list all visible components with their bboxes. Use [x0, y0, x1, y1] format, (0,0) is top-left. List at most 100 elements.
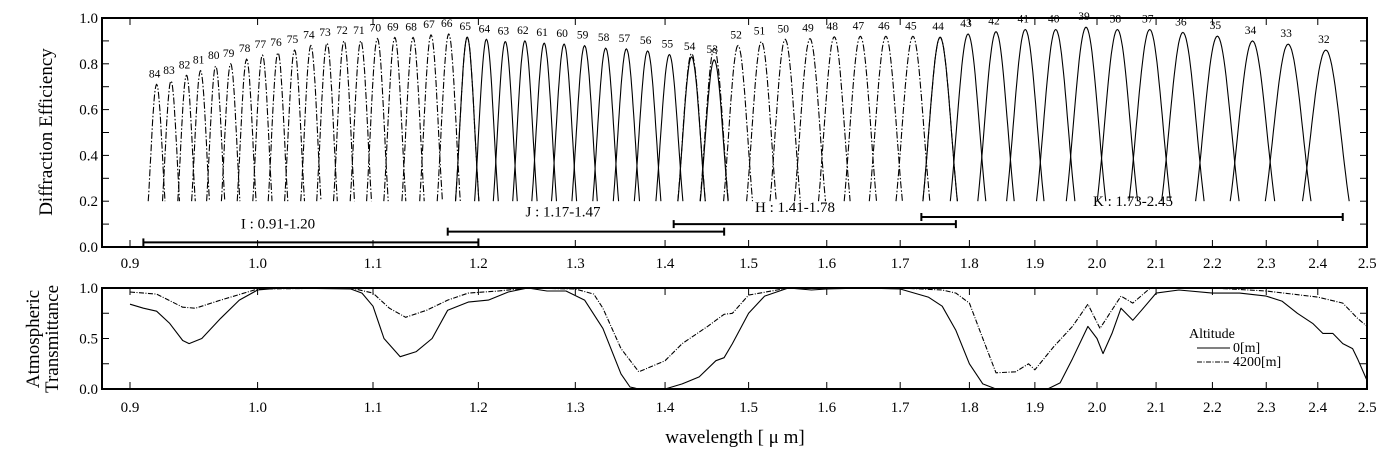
- x-tick-label: 1.7: [891, 256, 910, 272]
- order-curve-53: [699, 59, 729, 202]
- order-curve-70: [366, 37, 389, 202]
- x-tick-label: 2.2: [1203, 256, 1222, 272]
- order-curve-35: [1195, 35, 1240, 202]
- transmittance-line-0m: [129, 287, 1368, 390]
- order-curve-75: [284, 49, 306, 202]
- x-tick-label: 0.9: [121, 400, 140, 416]
- x-tick-label: 1.9: [1026, 256, 1045, 272]
- order-label: 55: [662, 39, 674, 51]
- y-axis-label: Transmittance: [42, 285, 63, 393]
- order-label: 46: [878, 20, 890, 32]
- x-tick-label: 1.2: [469, 400, 488, 416]
- order-label: 48: [827, 21, 839, 33]
- order-curve-77: [252, 54, 273, 202]
- order-label: 84: [149, 68, 161, 80]
- x-tick-label: 1.5: [739, 400, 758, 416]
- y-tick-label: 0.0: [79, 382, 98, 398]
- x-tick-label: 1.8: [960, 400, 979, 416]
- order-curve-34: [1229, 40, 1276, 202]
- y-tick-label: 1.0: [79, 11, 98, 27]
- order-curve-47: [843, 35, 878, 202]
- order-label: 83: [163, 65, 175, 77]
- order-curve-44: [922, 36, 958, 202]
- order-curve-67: [419, 34, 443, 202]
- x-tick-label: 2.2: [1203, 400, 1222, 416]
- order-curve-55: [655, 53, 684, 202]
- order-curve-45: [895, 35, 931, 202]
- order-curve-79: [220, 62, 241, 202]
- x-tick-label: 2.5: [1358, 400, 1377, 416]
- order-curve-41: [1006, 28, 1045, 202]
- x-tick-label: 2.5: [1358, 256, 1377, 272]
- diffraction-efficiency-panel: 0.9 1.0 1.1 1.2 1.3 1.4 1.5 1.6 1.7 1.8 1.9 2.0 2.1 2…: [36, 11, 1377, 272]
- order-label: 37: [1142, 13, 1154, 25]
- band-label-K: K : 1.73-2.45: [1093, 194, 1173, 210]
- order-label: 78: [239, 43, 251, 55]
- order-label: 75: [287, 34, 299, 46]
- order-curve-84: [147, 83, 166, 202]
- x-tick-label: 1.4: [656, 400, 675, 416]
- order-curve-38: [1096, 28, 1139, 202]
- x-tick-label: 2.0: [1088, 256, 1107, 272]
- order-label: 61: [536, 27, 548, 39]
- x-tick-label: 1.0: [248, 400, 267, 416]
- order-label: 45: [905, 20, 917, 32]
- y-tick-label: 1.0: [79, 281, 98, 297]
- order-label: 35: [1210, 20, 1222, 32]
- legend-label: 4200[m]: [1233, 355, 1281, 370]
- plot-frame: [101, 287, 1368, 390]
- x-tick-label: 1.1: [364, 400, 383, 416]
- order-curve-54: [677, 52, 706, 202]
- order-curve-76: [267, 51, 289, 202]
- x-tick-label: 2.4: [1308, 256, 1327, 272]
- x-tick-label: 2.1: [1147, 256, 1166, 272]
- order-curve-48: [817, 36, 851, 202]
- x-tick-label: 2.0: [1088, 400, 1107, 416]
- x-tick-label: 1.5: [739, 256, 758, 272]
- order-label: 47: [853, 20, 865, 32]
- order-curve-40: [1035, 28, 1076, 202]
- order-curve-82: [177, 74, 196, 202]
- x-tick-label: 1.4: [656, 256, 675, 272]
- x-tick-label: 0.9: [121, 256, 140, 272]
- order-label: 68: [405, 21, 417, 33]
- order-label: 42: [988, 16, 1000, 28]
- y-tick-label: 0.6: [79, 103, 98, 119]
- transmittance-line-4200m: [129, 287, 1368, 374]
- order-label: 58: [598, 32, 610, 44]
- order-curve-81: [191, 69, 211, 202]
- order-curve-62: [512, 40, 538, 202]
- order-curve-72: [332, 40, 356, 202]
- order-label: 60: [556, 28, 568, 40]
- order-label: 79: [223, 48, 235, 60]
- order-label: 71: [353, 25, 365, 37]
- order-label: 64: [479, 23, 491, 35]
- y-axis-label: Diffraction Efficiency: [36, 48, 57, 216]
- order-label: 54: [684, 41, 696, 53]
- order-curve-32: [1301, 49, 1350, 202]
- order-curve-37: [1128, 28, 1172, 202]
- order-label: 52: [730, 29, 742, 41]
- order-curve-36: [1161, 31, 1205, 202]
- band-label-H: H : 1.41-1.78: [755, 200, 835, 216]
- y-tick-label: 0.2: [79, 194, 98, 210]
- order-label: 41: [1018, 13, 1030, 25]
- order-curve-54: [677, 56, 706, 202]
- y-tick-label: 0.0: [79, 240, 98, 256]
- order-curve-33: [1264, 43, 1312, 202]
- order-label: 36: [1175, 16, 1187, 28]
- y-tick-label: 0.8: [79, 57, 98, 73]
- order-curve-83: [161, 80, 181, 202]
- order-label: 80: [208, 50, 220, 62]
- order-label: 65: [459, 21, 471, 33]
- x-tick-label: 1.3: [566, 400, 585, 416]
- atmospheric-transmittance-panel: 0.9 1.0 1.1 1.2 1.3 1.4 1.5 1.6 1.7 1.8 1.9 2.0 2.1 2…: [23, 281, 1377, 448]
- band-label-I: I : 0.91-1.20: [241, 216, 315, 232]
- order-label: 39: [1078, 11, 1090, 23]
- order-curve-61: [531, 42, 558, 202]
- order-label: 40: [1048, 13, 1060, 25]
- order-curve-42: [977, 31, 1015, 202]
- order-curve-53: [699, 47, 729, 202]
- order-curve-68: [401, 36, 425, 202]
